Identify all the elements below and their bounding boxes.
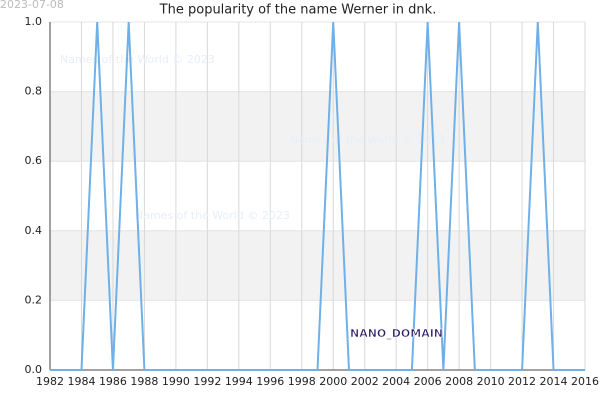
y-tick-label: 0.8 [25, 85, 43, 98]
x-tick-label: 1988 [130, 375, 158, 388]
x-tick-label: 2002 [351, 375, 379, 388]
x-tick-label: 2008 [445, 375, 473, 388]
x-tick-label: 1996 [256, 375, 284, 388]
date-stamp: 2023-07-08 [0, 0, 64, 11]
grid-band [50, 91, 585, 162]
watermark: Names of the World © 2023 [135, 209, 290, 222]
x-tick-label: 1992 [193, 375, 221, 388]
grid-band [50, 230, 585, 301]
series-line [50, 21, 585, 371]
x-tick-label: 1998 [288, 375, 316, 388]
x-tick-label: 1982 [36, 375, 64, 388]
x-tick-label: 2000 [319, 375, 347, 388]
y-tick-label: 0.2 [25, 293, 43, 306]
x-tick-label: 1986 [99, 375, 127, 388]
x-tick-label: 2012 [508, 375, 536, 388]
watermark: Names of the World © 2023 [60, 53, 215, 66]
x-tick-label: 2014 [540, 375, 568, 388]
chart-title: The popularity of the name Werner in dnk… [159, 3, 437, 18]
x-tick-label: 2010 [477, 375, 505, 388]
y-tick-label: 0.6 [25, 154, 43, 167]
x-tick-label: 2016 [571, 375, 599, 388]
y-tick-label: 0.0 [25, 363, 43, 376]
x-tick-label: 1990 [162, 375, 190, 388]
domain-label: NANO_DOMAIN [350, 327, 443, 340]
x-tick-label: 1984 [67, 375, 95, 388]
x-tick-label: 2004 [382, 375, 410, 388]
x-tick-label: 1994 [225, 375, 253, 388]
x-tick-label: 2006 [414, 375, 442, 388]
y-tick-label: 1.0 [25, 15, 43, 28]
y-tick-label: 0.4 [25, 224, 43, 237]
